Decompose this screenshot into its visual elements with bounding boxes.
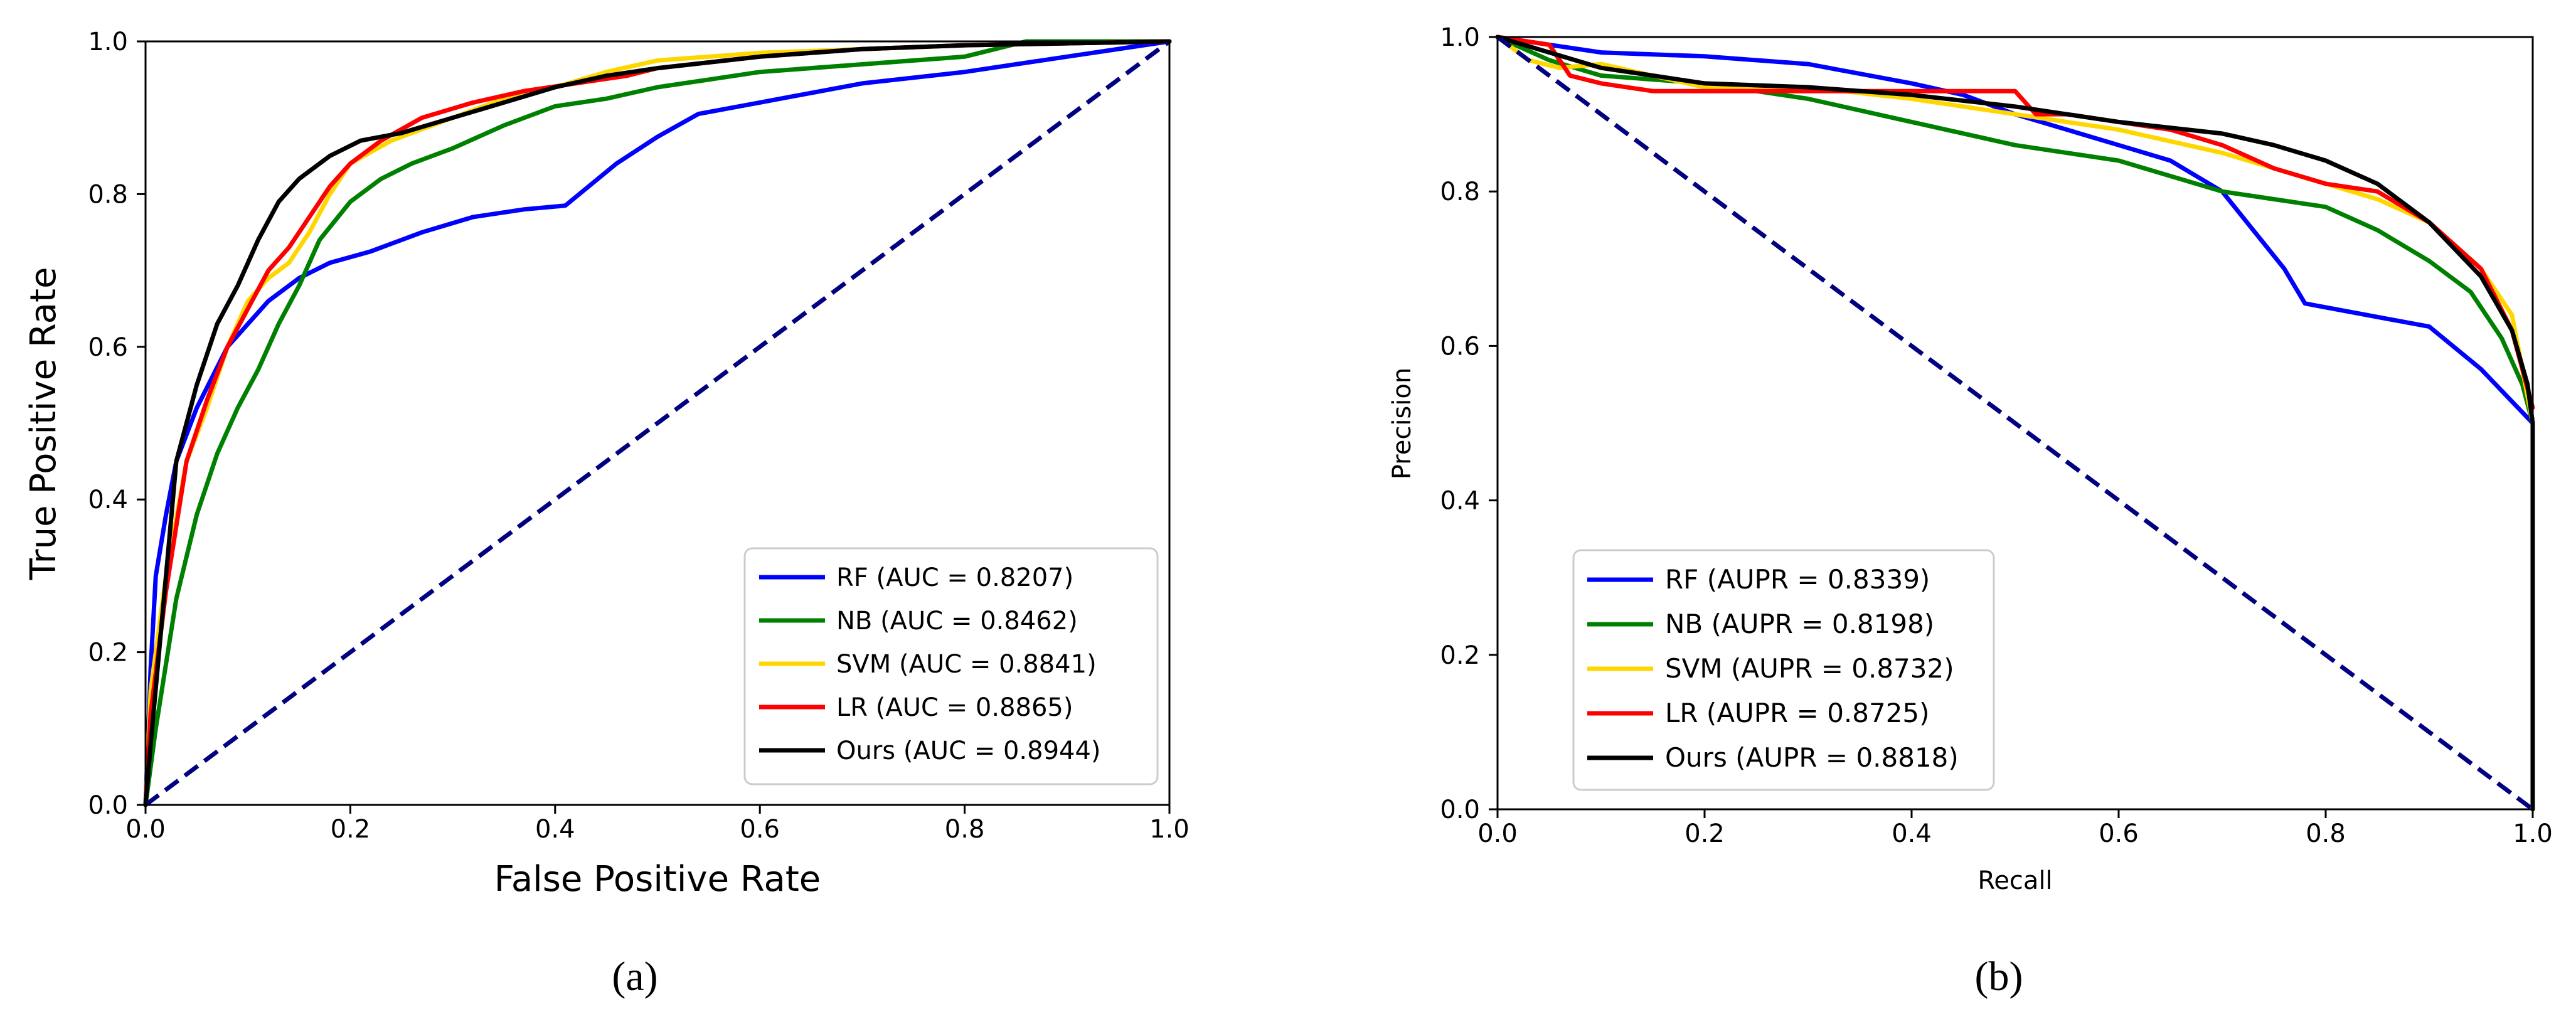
legend-label: SVM (AUPR = 0.8732) [1665, 653, 1954, 684]
x-tick-label: 0.2 [1685, 819, 1725, 848]
x-tick-label: 0.4 [535, 815, 575, 844]
roc-chance-line [144, 40, 1171, 807]
y-tick-label: 0.2 [88, 639, 128, 668]
y-tick-label: 0.8 [88, 180, 128, 209]
curve-rf [1495, 35, 2535, 425]
pr-y-axis-label: Precision [1388, 368, 1417, 479]
y-tick-label: 1.0 [88, 28, 128, 56]
pr-legend-box [1572, 549, 1995, 791]
roc-x-axis-label: False Positive Rate [494, 859, 821, 900]
roc-legend: RF (AUC = 0.8207) NB (AUC = 0.8462) SVM (A… [743, 547, 1159, 785]
pr-legend-entries: RF (AUPR = 0.8339) NB (AUPR = 0.8198) SVM … [1587, 564, 1959, 773]
pr-curves-layer [1495, 35, 2535, 812]
y-tick-label: 0.8 [1440, 178, 1480, 206]
y-tick-label: 0.6 [1440, 332, 1480, 361]
y-tick-label: 0.6 [88, 333, 128, 362]
legend-label: Ours (AUC = 0.8944) [836, 737, 1101, 765]
legend-label: NB (AUC = 0.8462) [836, 607, 1078, 636]
y-tick-label: 0.4 [1440, 487, 1480, 516]
legend-label: NB (AUPR = 0.8198) [1665, 609, 1934, 639]
pr-axis-ticks: 0.0 0.2 0.4 0.6 0.8 1.0 0.0 0.2 0.4 0.6 0.8 1.0 [1440, 23, 2552, 848]
y-tick-label: 0.0 [1440, 796, 1480, 824]
y-tick-label: 0.2 [1440, 641, 1480, 670]
x-tick-label: 0.4 [1892, 819, 1932, 848]
pr-legend: RF (AUPR = 0.8339) NB (AUPR = 0.8198) SVM … [1572, 549, 1995, 791]
x-tick-label: 0.0 [125, 815, 166, 844]
legend-label: LR (AUPR = 0.8725) [1665, 698, 1930, 728]
y-tick-label: 1.0 [1440, 23, 1480, 52]
x-tick-label: 0.2 [331, 815, 371, 844]
roc-y-axis-label: True Positive Rate [23, 267, 64, 581]
curve-ours [1495, 35, 2535, 812]
legend-label: RF (AUPR = 0.8339) [1665, 564, 1930, 595]
pr-x-axis-label: Recall [1977, 866, 2052, 895]
curve-nb [143, 39, 1172, 807]
x-tick-label: 0.6 [2099, 819, 2139, 848]
curve-ours [143, 39, 1172, 807]
curve-lr [1495, 35, 2535, 410]
x-tick-label: 1.0 [2513, 819, 2553, 848]
legend-label: LR (AUC = 0.8865) [836, 693, 1073, 722]
x-tick-label: 0.6 [740, 815, 780, 844]
roc-legend-box [743, 547, 1159, 785]
roc-axis-ticks: 0.0 0.2 0.4 0.6 0.8 1.0 0.0 0.2 0.4 0.6 0.8 1.0 [88, 28, 1189, 844]
legend-label: Ours (AUPR = 0.8818) [1665, 742, 1959, 773]
legend-label: RF (AUC = 0.8207) [836, 563, 1073, 592]
curve-nb [1495, 35, 2535, 425]
x-tick-label: 1.0 [1149, 815, 1190, 844]
caption-b: (b) [1975, 954, 2023, 999]
roc-legend-entries: RF (AUC = 0.8207) NB (AUC = 0.8462) SVM (A… [759, 563, 1101, 765]
pr-chance-line [1496, 35, 2535, 811]
caption-a: (a) [612, 954, 657, 999]
pr-chart-panel: 0.0 0.2 0.4 0.6 0.8 1.0 0.0 0.2 0.4 0.6 0.8 1.0 Rec… [1388, 23, 2553, 999]
x-tick-label: 0.0 [1477, 819, 1518, 848]
roc-plot-frame [144, 40, 1171, 806]
roc-curves-layer [143, 39, 1172, 807]
pr-plot-frame [1496, 36, 2534, 811]
y-tick-label: 0.4 [88, 486, 128, 514]
legend-label: SVM (AUC = 0.8841) [836, 650, 1097, 679]
x-tick-label: 0.8 [945, 815, 985, 844]
x-tick-label: 0.8 [2306, 819, 2346, 848]
y-tick-label: 0.0 [88, 791, 128, 820]
roc-chart-panel: 0.0 0.2 0.4 0.6 0.8 1.0 0.0 0.2 0.4 0.6 0.8 1.0 Fal… [23, 28, 1190, 999]
